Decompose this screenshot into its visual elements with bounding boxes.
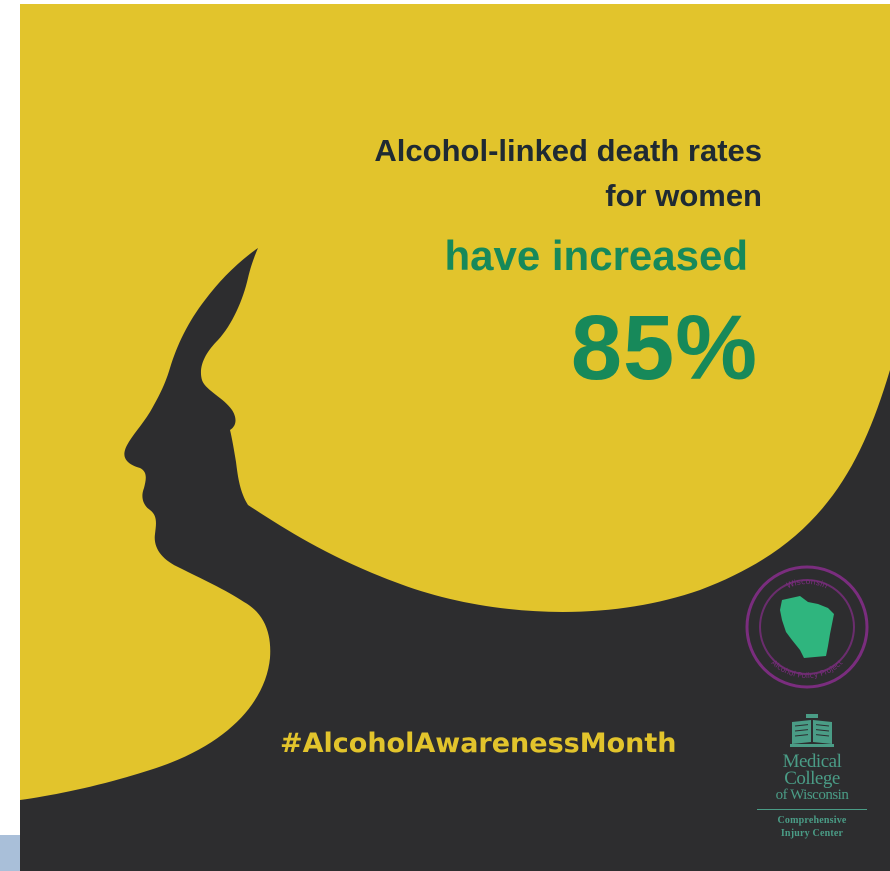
- logo-bottom-text: Alcohol Policy Project: [770, 658, 845, 680]
- headline-line-2: for women: [605, 178, 762, 213]
- face-silhouette: [20, 248, 890, 871]
- mcw-center-line-1: Comprehensive: [777, 815, 847, 826]
- headline-line-1: Alcohol-linked death rates: [374, 133, 762, 168]
- left-strip: [0, 835, 20, 871]
- headline-line-3: have increased: [444, 232, 748, 279]
- mcw-divider: [757, 809, 867, 810]
- statistic-value: 85%: [570, 297, 758, 399]
- logo-outer-ring: [745, 565, 869, 689]
- mcw-college-line-3: of Wisconsin: [775, 787, 849, 803]
- mcw-college-line-1: Medical: [782, 751, 842, 772]
- medical-college-of-wisconsin-logo: Medical College of Wisconsin Comprehensi…: [742, 712, 882, 840]
- logo-inner-ring: [759, 579, 855, 675]
- mcw-center-line-2: Injury Center: [780, 828, 844, 839]
- hashtag: #AlcoholAwarenessMonth: [280, 728, 677, 759]
- wisconsin-state-icon: [780, 596, 834, 658]
- logo-top-textpath: Wisconsin: [785, 577, 829, 590]
- mcw-college-line-2: College: [784, 768, 840, 789]
- logo-bottom-textpath: Alcohol Policy Project: [770, 658, 845, 680]
- logo-top-text: Wisconsin: [785, 577, 829, 590]
- open-book-icon: [790, 714, 834, 747]
- wisconsin-alcohol-policy-project-logo: Wisconsin Alcohol Policy Project: [745, 565, 869, 689]
